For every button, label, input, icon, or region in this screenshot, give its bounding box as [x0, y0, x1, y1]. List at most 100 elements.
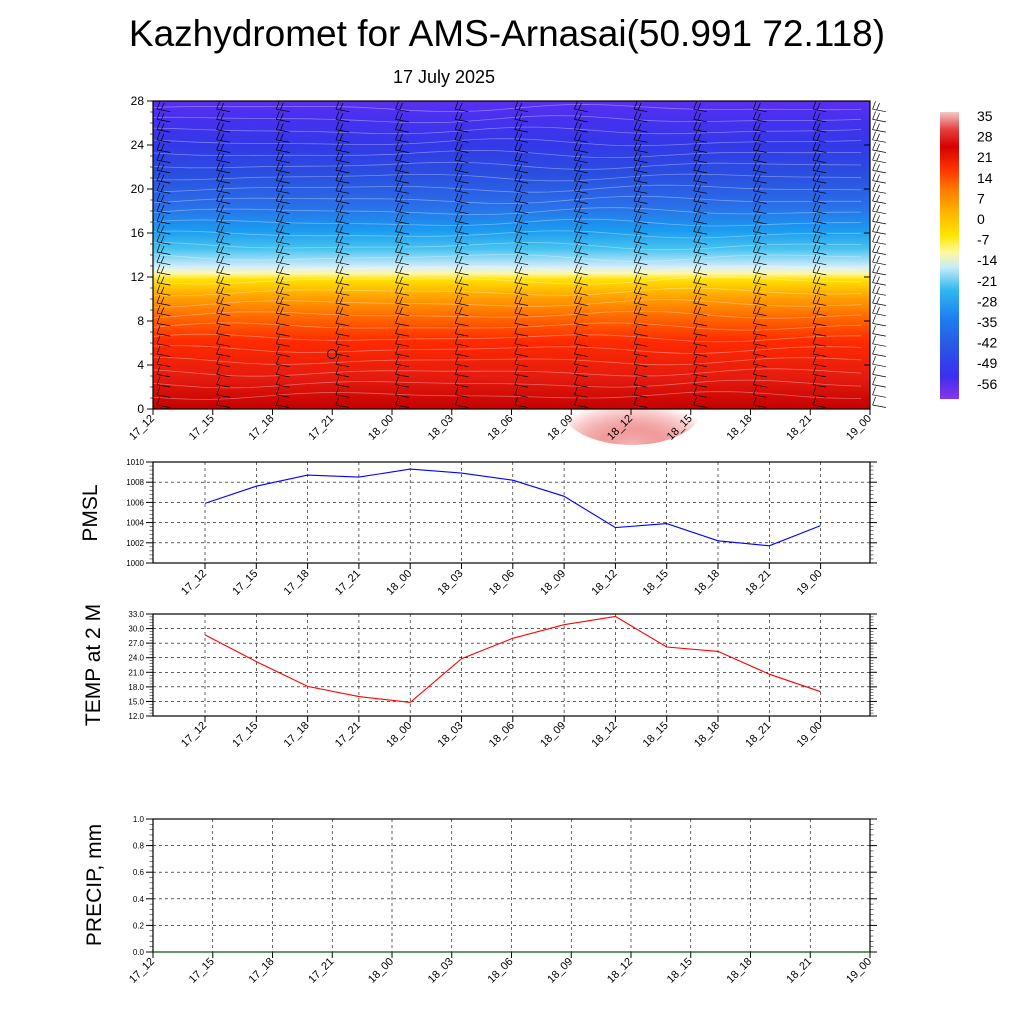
x-tick-label: 18_09: [538, 720, 568, 750]
wind-barb-flag: [873, 366, 876, 374]
wind-barb-flag: [877, 103, 880, 110]
wind-barb-flag: [877, 185, 880, 192]
colorbar-label: -21: [977, 273, 997, 289]
x-tick-label: 19_00: [844, 413, 874, 443]
y-axis-title: TEMP at 2 M: [82, 604, 105, 726]
wind-barb: [873, 272, 886, 275]
wind-barb: [873, 119, 886, 122]
wind-barb-flag: [873, 295, 876, 303]
wind-barb-flag: [873, 346, 876, 354]
wind-barb-flag: [877, 236, 880, 243]
wind-barb: [873, 262, 886, 265]
wind-barb-flag: [873, 183, 876, 191]
wind-barb: [873, 283, 886, 286]
y-tick-label: 27.0: [128, 639, 144, 648]
wind-barb-flag: [877, 266, 880, 273]
x-tick-label: 17_18: [247, 413, 277, 443]
wind-barb-flag: [873, 387, 876, 395]
wind-barb-flag: [873, 285, 876, 293]
colorbar-label: -28: [977, 293, 997, 309]
x-tick-label: 17_15: [187, 956, 217, 986]
wind-barb-flag: [873, 315, 876, 323]
wind-barb-flag: [873, 234, 876, 242]
wind-barb: [873, 344, 886, 347]
colorbar-label: 0: [977, 211, 985, 227]
x-tick-label: 17_21: [306, 413, 336, 443]
wind-barb: [873, 130, 886, 133]
x-tick-label: 18_21: [743, 720, 773, 750]
x-tick-label: 18_03: [426, 956, 456, 986]
wind-barb-flag: [877, 195, 880, 202]
wind-barb: [873, 160, 886, 163]
x-tick-label: 18_15: [665, 956, 695, 986]
colorbar-label: 14: [977, 170, 993, 186]
x-tick-label: 17_18: [282, 568, 312, 598]
x-tick-label: 17_15: [230, 568, 260, 598]
x-tick-label: 19_00: [795, 720, 825, 750]
wind-barb: [873, 364, 886, 367]
wind-barb-flag: [877, 164, 880, 171]
y-tick-label: 0.0: [133, 948, 145, 957]
wind-barb-flag: [877, 297, 880, 304]
y-tick-label: 1010: [126, 458, 144, 467]
wind-barb-flag: [873, 224, 876, 232]
y-tick-label: 15.0: [128, 697, 144, 706]
wind-barb: [873, 242, 886, 245]
x-tick-label: 18_00: [366, 413, 396, 443]
x-tick-label: 18_00: [384, 568, 414, 598]
wind-barb: [873, 211, 886, 214]
page-title: Kazhydromet for AMS-Arnasai(50.991 72.11…: [129, 13, 885, 54]
x-tick-label: 18_12: [589, 568, 619, 598]
wind-barb-flag: [873, 305, 876, 313]
y-tick-label: 12.0: [128, 712, 144, 721]
wind-barb-flag: [873, 264, 876, 272]
wind-barb: [873, 232, 886, 235]
y-tick-label: 0.6: [133, 868, 145, 877]
wind-barb-flag: [873, 203, 876, 211]
y-tick-label: 18.0: [128, 683, 144, 692]
wind-barb-flag: [873, 356, 876, 364]
x-tick-label: 18_15: [641, 720, 671, 750]
y-tick-label: 1000: [126, 559, 144, 568]
wind-barb-flag: [873, 193, 876, 201]
y-tick-label: 33.0: [128, 610, 144, 619]
wind-barb: [873, 170, 886, 173]
wind-barb-flag: [877, 154, 880, 161]
x-tick-label: 18_09: [538, 568, 568, 598]
wind-barb: [873, 405, 886, 408]
wind-barb-flag: [873, 244, 876, 252]
x-tick-label: 17_21: [333, 720, 363, 750]
wind-barb-flag: [873, 397, 876, 405]
x-tick-label: 17_15: [187, 413, 217, 443]
wind-barb: [873, 181, 886, 184]
colorbar-label: -14: [977, 252, 997, 268]
y-tick-label: 24: [131, 138, 145, 152]
wind-barb: [873, 313, 886, 316]
wind-barb-flag: [873, 377, 876, 385]
wind-barb-flag: [873, 132, 876, 140]
wind-barb-flag: [873, 142, 876, 150]
colorbar-label: -42: [977, 335, 997, 351]
y-tick-label: 16: [131, 226, 145, 240]
wind-barb: [873, 140, 886, 143]
wind-barb-flag: [877, 134, 880, 141]
y-tick-label: 0.2: [133, 921, 145, 930]
wind-barb-flag: [877, 113, 880, 120]
y-tick-label: 30.0: [128, 625, 144, 634]
wind-barb-flag: [877, 256, 880, 263]
wind-barb: [873, 201, 886, 204]
wind-barb-flag: [873, 173, 876, 181]
x-tick-label: 17_12: [127, 413, 157, 443]
wind-barb-flag: [873, 111, 876, 119]
wind-barb-flag: [873, 152, 876, 160]
y-tick-label: 0.4: [133, 895, 145, 904]
colorbar-scale: [940, 112, 959, 399]
y-tick-label: 0.8: [133, 842, 145, 851]
plot-frame: [153, 462, 870, 563]
colorbar-label: -49: [977, 355, 997, 371]
